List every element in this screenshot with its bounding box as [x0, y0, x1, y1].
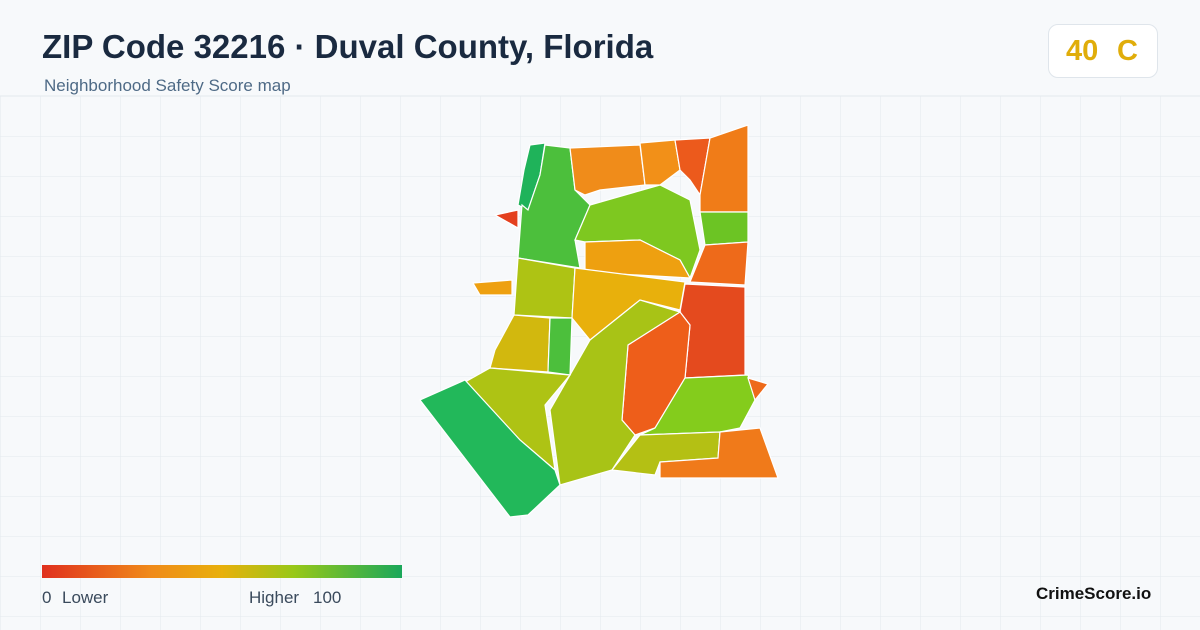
score-badge: 40 C [1048, 24, 1158, 78]
legend-max: 100 [313, 588, 342, 607]
legend-max-label: Higher [249, 588, 300, 607]
neighborhoods [419, 124, 779, 518]
grade: C [1117, 35, 1138, 67]
legend-min-label: Lower [62, 588, 109, 607]
subtitle: Neighborhood Safety Score map [44, 76, 291, 95]
legend-scale [42, 565, 402, 578]
legend-min: 0 [42, 588, 52, 607]
score: 40 [1066, 35, 1099, 67]
brand: CrimeScore.io [1036, 584, 1152, 603]
title: ZIP Code 32216 · Duval County, Florida [42, 28, 654, 65]
